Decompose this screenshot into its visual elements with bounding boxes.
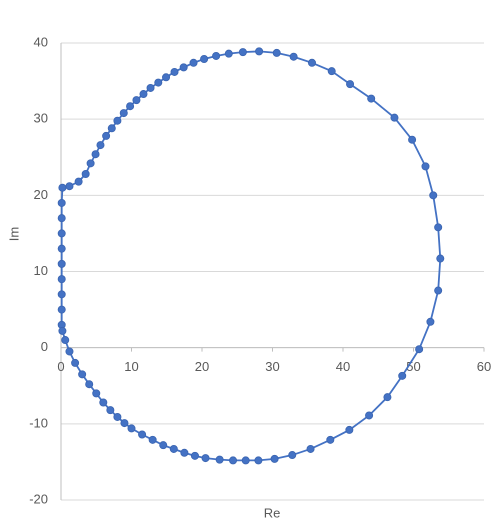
point	[238, 48, 247, 57]
point	[255, 47, 264, 56]
point	[270, 454, 279, 463]
point	[57, 244, 66, 253]
y-tick-label: 0	[41, 339, 48, 354]
point	[170, 67, 179, 76]
point	[57, 198, 66, 207]
y-tick-label: 30	[34, 111, 48, 126]
point	[58, 183, 67, 192]
point	[201, 454, 210, 463]
point	[91, 150, 100, 159]
point	[154, 78, 163, 87]
point	[96, 141, 105, 150]
point	[345, 425, 354, 434]
point	[426, 317, 435, 326]
point	[57, 214, 66, 223]
point	[367, 94, 376, 103]
point	[81, 170, 90, 179]
point	[288, 451, 297, 460]
point	[326, 435, 335, 444]
point	[429, 191, 438, 200]
point	[436, 254, 445, 263]
point	[139, 90, 148, 99]
point	[434, 286, 443, 295]
point	[107, 124, 116, 133]
point	[57, 259, 66, 268]
point	[224, 49, 233, 58]
point	[120, 419, 129, 428]
point	[61, 336, 70, 345]
point	[78, 370, 87, 379]
point	[74, 177, 83, 186]
point	[190, 451, 199, 460]
y-tick-label: 40	[34, 34, 48, 49]
point	[113, 412, 122, 421]
point	[58, 326, 67, 335]
x-tick-label: 20	[195, 359, 209, 374]
point	[229, 456, 238, 465]
point	[146, 83, 155, 92]
point	[180, 448, 189, 457]
x-tick-label: 30	[265, 359, 279, 374]
point	[57, 290, 66, 299]
point	[215, 455, 224, 464]
point	[434, 223, 443, 232]
point	[241, 456, 250, 465]
point	[99, 398, 108, 407]
series-line	[60, 50, 442, 462]
point	[102, 131, 111, 140]
point	[127, 424, 136, 433]
point	[169, 444, 178, 453]
point	[383, 393, 392, 402]
point	[65, 347, 74, 356]
point	[126, 102, 135, 111]
point	[272, 48, 281, 57]
y-axis-label: Im	[6, 227, 21, 241]
point	[307, 58, 316, 67]
point	[132, 96, 141, 105]
point	[119, 109, 128, 118]
point	[57, 305, 66, 314]
point	[106, 406, 115, 415]
point	[200, 54, 209, 63]
x-tick-label: 10	[124, 359, 138, 374]
x-axis-label: Re	[264, 505, 281, 520]
point	[57, 229, 66, 238]
point	[189, 58, 198, 67]
point	[162, 73, 171, 82]
point	[86, 159, 95, 168]
point	[159, 441, 168, 450]
point	[71, 358, 80, 367]
x-tick-label: 0	[57, 359, 64, 374]
y-tick-label: -20	[29, 491, 48, 506]
y-tick-label: 20	[34, 187, 48, 202]
point	[85, 380, 94, 389]
point	[179, 63, 188, 72]
point	[346, 80, 355, 89]
point	[148, 435, 157, 444]
y-tick-label: -10	[29, 415, 48, 430]
point	[113, 116, 122, 125]
point	[415, 345, 424, 354]
x-tick-label: 60	[477, 359, 491, 374]
point	[421, 162, 430, 171]
point	[408, 135, 417, 144]
point	[365, 411, 374, 420]
y-tick-label: 10	[34, 263, 48, 278]
point	[254, 456, 263, 465]
point	[289, 52, 298, 61]
point	[92, 389, 101, 398]
point	[65, 182, 74, 191]
point	[306, 444, 315, 453]
point	[138, 430, 147, 439]
point	[398, 371, 407, 380]
point	[57, 275, 66, 284]
point	[327, 67, 336, 76]
point	[212, 51, 221, 60]
x-tick-label: 40	[336, 359, 350, 374]
point	[390, 113, 399, 122]
